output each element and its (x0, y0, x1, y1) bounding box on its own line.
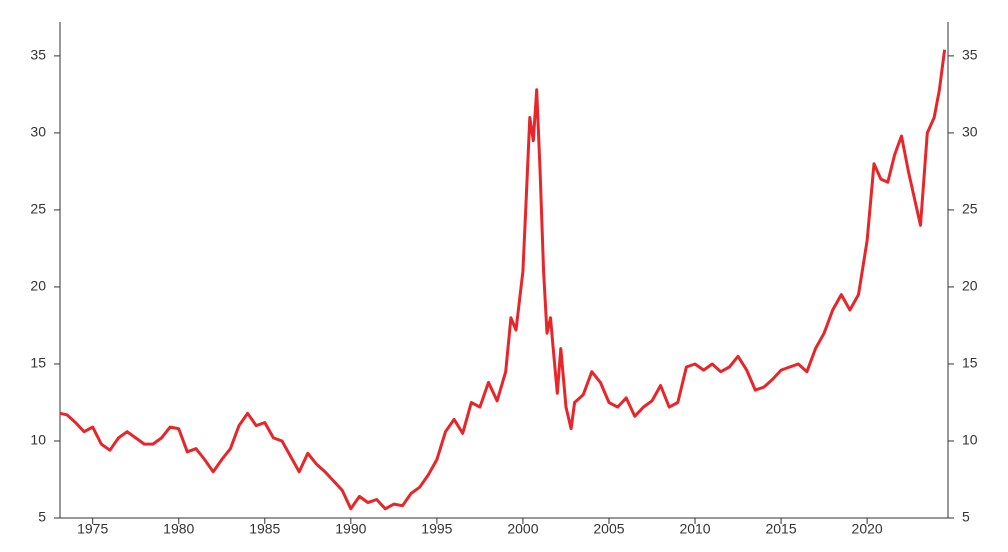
y-tick-label: 30 (30, 124, 46, 140)
x-tick-label: 2000 (507, 521, 538, 537)
x-tick-label: 1995 (421, 521, 452, 537)
x-tick-label: 1980 (163, 521, 194, 537)
y-tick-label: 20 (30, 278, 46, 294)
y2-tick-label: 20 (962, 278, 978, 294)
x-tick-label: 2015 (765, 521, 796, 537)
x-tick-label: 1975 (77, 521, 108, 537)
y-tick-label: 5 (38, 509, 46, 525)
x-tick-label: 2020 (852, 521, 883, 537)
x-tick-label: 2010 (679, 521, 710, 537)
y-tick-label: 35 (30, 47, 46, 63)
x-tick-label: 1990 (335, 521, 366, 537)
y2-tick-label: 15 (962, 355, 978, 371)
y2-tick-label: 5 (962, 509, 970, 525)
y-tick-label: 10 (30, 432, 46, 448)
y2-tick-label: 25 (962, 201, 978, 217)
x-tick-label: 1985 (249, 521, 280, 537)
y2-tick-label: 35 (962, 47, 978, 63)
y-tick-label: 15 (30, 355, 46, 371)
y2-tick-label: 30 (962, 124, 978, 140)
y-tick-label: 25 (30, 201, 46, 217)
line (59, 49, 947, 511)
y2-tick-label: 10 (962, 432, 978, 448)
x-tick-label: 2005 (593, 521, 624, 537)
